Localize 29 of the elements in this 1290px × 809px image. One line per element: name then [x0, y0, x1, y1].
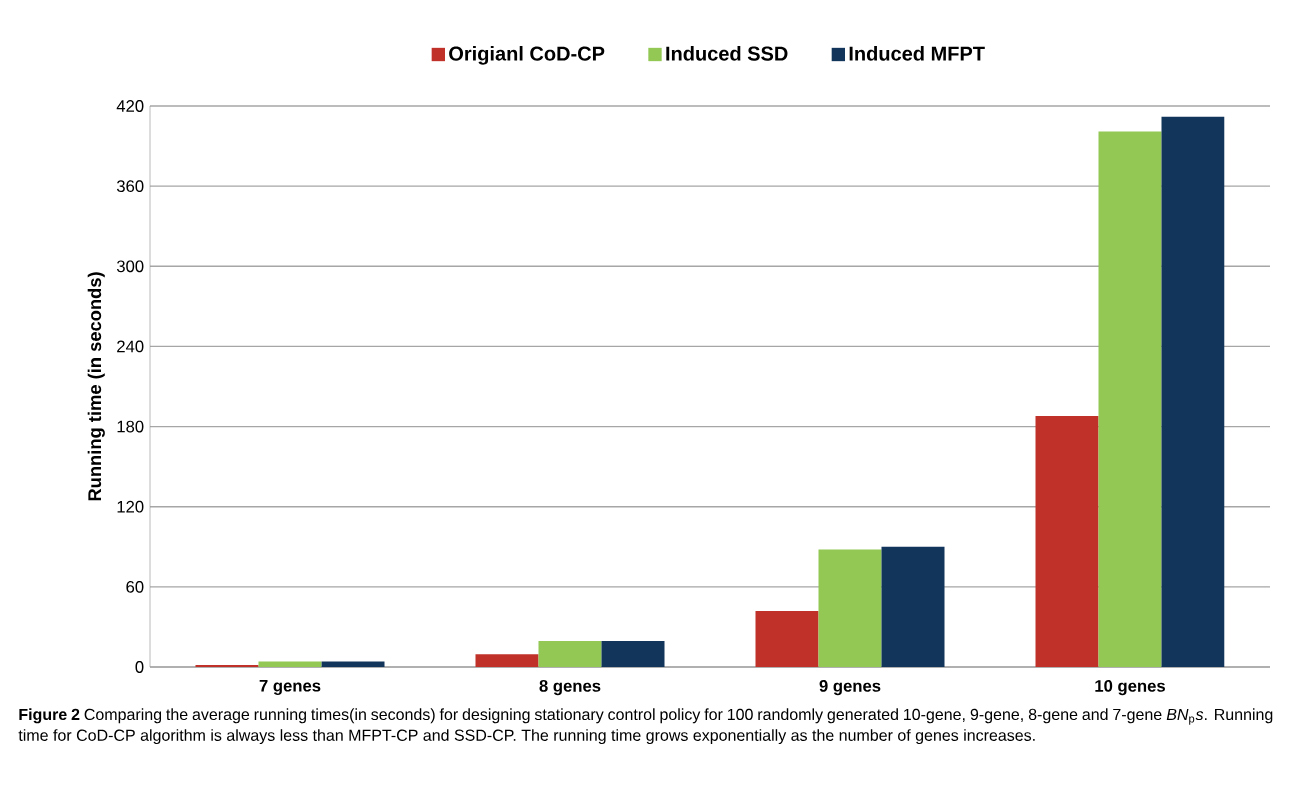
- x-tick-label: 8 genes: [539, 680, 601, 696]
- bar: [538, 640, 602, 667]
- text: Figure 2 Comparing the average running times(in seconds) for designing stationary control policy for 100 randomly generated 10-gene, 9-gene, 8-gene and 7-gene BN$_{p}$s. Running time for CoD-CP algorithm is always less than MFPT-CP and SSD-CP. The running time grows exponentially as the number of genes increases.: [18, 708, 1273, 745]
- bar: [258, 661, 322, 667]
- bar: [1098, 131, 1162, 667]
- x-tick-label: 9 genes: [819, 680, 881, 696]
- y-axis-title: Running time (in seconds): [87, 272, 105, 501]
- bar: [818, 549, 882, 667]
- y-tick-label: 120: [117, 500, 144, 513]
- legend-label: Induced MFPT: [849, 46, 985, 61]
- legend-label: Origianl CoD-CP: [449, 46, 605, 65]
- y-tick-label: 360: [116, 180, 144, 193]
- bar: [195, 664, 259, 667]
- bar: [881, 546, 945, 667]
- y-tick-label: 300: [116, 260, 144, 273]
- bar: [475, 654, 539, 667]
- bar: [1035, 415, 1099, 667]
- legend-label: Induced SSD: [666, 46, 788, 61]
- y-tick-label: 180: [117, 420, 144, 433]
- bar: [755, 610, 819, 667]
- y-tick-label: 420: [116, 100, 144, 112]
- bar: [321, 661, 385, 667]
- bar: [601, 640, 665, 667]
- y-tick-label: 0: [135, 661, 144, 673]
- bar: [1161, 116, 1225, 667]
- y-tick-label: 60: [126, 580, 144, 593]
- x-tick-label: 10 genes: [1095, 680, 1165, 696]
- y-tick-label: 240: [117, 340, 144, 353]
- x-tick-label: 7 genes: [259, 679, 321, 695]
